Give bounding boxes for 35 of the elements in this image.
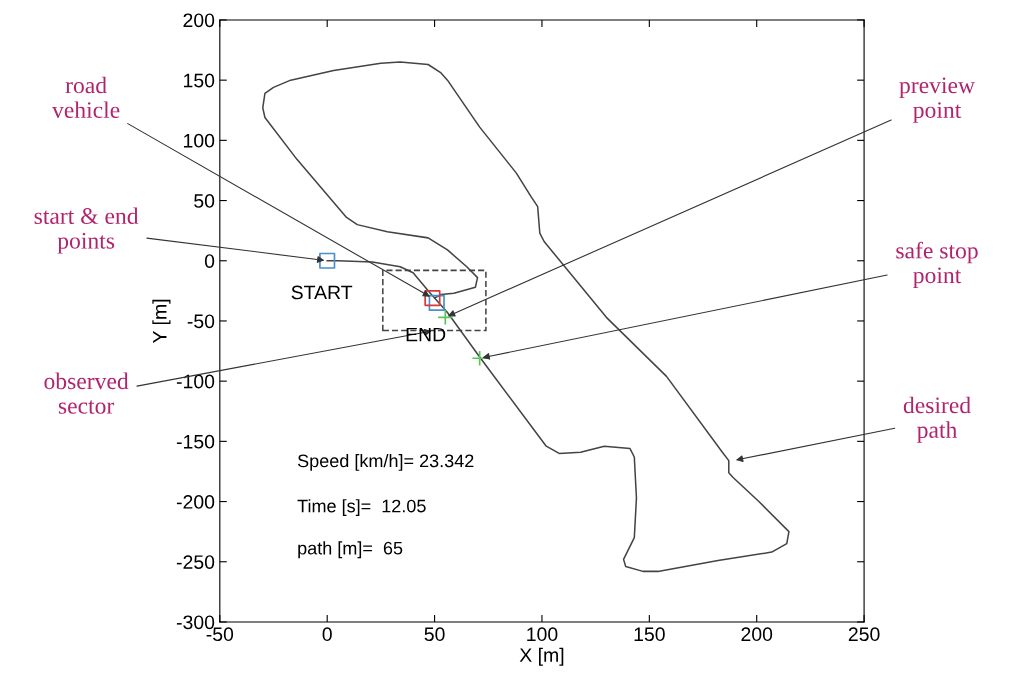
line-series	[262, 61, 790, 573]
annotation: desired path	[903, 396, 971, 443]
point	[437, 309, 454, 326]
annotation: Speed [km/h]= 23.342	[297, 454, 474, 471]
annotation: Time [s]= 12.05	[297, 499, 426, 516]
y-tick-label: 200	[183, 13, 215, 28]
annotation: start & end points	[34, 207, 139, 254]
y-tick-label: -200	[176, 495, 215, 509]
x-tick-label: 200	[741, 627, 773, 642]
annotation: road vehicle	[52, 76, 120, 119]
y-tick-label: 50	[194, 194, 215, 208]
x-tick-label: 0	[322, 627, 332, 642]
y-tick-label: 100	[184, 133, 215, 148]
y-tick-label: 0	[204, 254, 215, 268]
x-tick-label: 250	[848, 627, 880, 642]
y-tick-label: -150	[176, 434, 215, 449]
y-tick-label: -100	[176, 374, 215, 389]
x-tick-label: 100	[527, 627, 558, 642]
point	[424, 289, 441, 307]
y-tick-label: -250	[176, 555, 215, 569]
text: observed sector	[44, 372, 129, 414]
point	[471, 350, 488, 367]
y-tick-label: -50	[187, 314, 215, 329]
annotation: safe stop point	[896, 241, 978, 289]
y-axis-title: Y [m]	[152, 299, 171, 344]
annotation: path [m]= 65	[298, 541, 403, 559]
x-axis-title: X [m]	[519, 647, 564, 666]
y-tick-label: 150	[184, 73, 215, 88]
annotation: START	[291, 285, 353, 300]
annotation: preview point	[899, 77, 975, 123]
point	[319, 252, 336, 269]
x-tick-label: 50	[424, 627, 445, 642]
point	[428, 294, 445, 312]
x-tick-label: 150	[634, 627, 665, 642]
annotation: END	[406, 327, 446, 342]
